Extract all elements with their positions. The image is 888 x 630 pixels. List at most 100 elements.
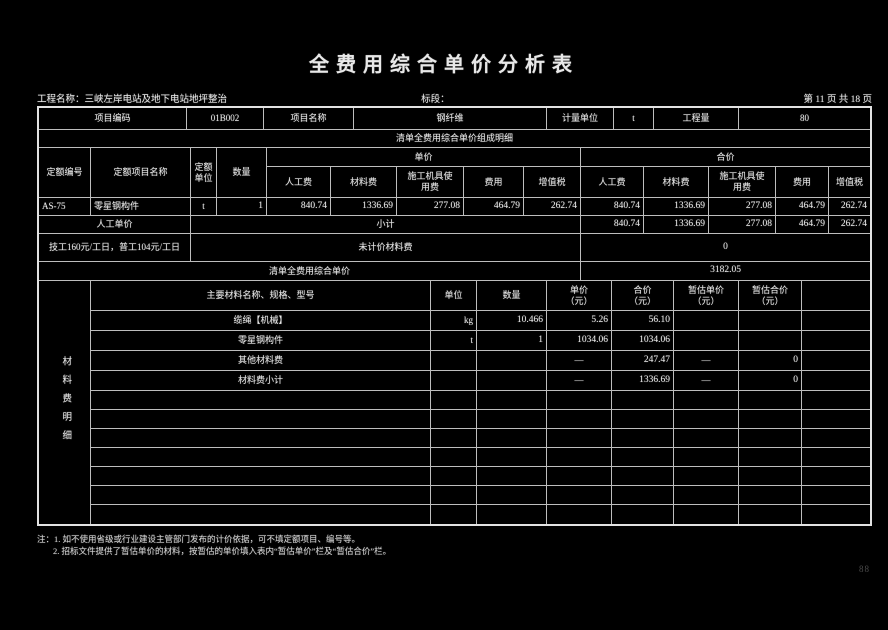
empty-material-row <box>91 486 870 505</box>
material-unit <box>431 351 477 370</box>
material-unit: t <box>431 331 477 350</box>
other-materials-row: 其他材料费 — 247.47 — 0 <box>91 351 870 371</box>
empty-cell <box>802 429 870 447</box>
labor-subtotal-row: 人工单价 小计 840.74 1336.69 277.08 464.79 262… <box>39 216 870 234</box>
item-name-label: 项目名称 <box>264 108 354 129</box>
material-total-price: 1336.69 <box>612 371 674 390</box>
material-name: 其他材料费 <box>91 351 431 370</box>
material-qty <box>477 371 547 390</box>
col-vat: 增值税 <box>538 176 566 187</box>
empty-cell <box>739 486 802 504</box>
material-row: 缆绳【机械】 kg 10.466 5.26 56.10 <box>91 311 870 331</box>
material-unit-price: — <box>547 351 612 370</box>
material-unit <box>431 371 477 390</box>
col-material-name: 主要材料名称、规格、型号 <box>91 281 431 310</box>
total-labor: 840.74 <box>581 198 644 215</box>
worker-rates-label: 技工160元/工日，普工104元/工日 <box>39 234 191 261</box>
analysis-table: 项目编码 01B002 项目名称 钢纤维 计量单位 t 工程量 80 清单全费用… <box>37 106 872 526</box>
empty-cell <box>547 429 612 447</box>
subtotal-expense: 464.79 <box>776 216 829 233</box>
unpriced-material-row: 技工160元/工日，普工104元/工日 未计价材料费 0 <box>39 234 870 262</box>
materials-subtotal-row: 材料费小计 — 1336.69 — 0 <box>91 371 870 391</box>
measure-unit-label: 计量单位 <box>547 108 614 129</box>
unit-price-group: 单价 人工费 材料费 施工机具使 用费 费用 增值税 <box>267 148 581 197</box>
total-price-subheaders: 人工费 材料费 施工机具使 用费 费用 增值税 <box>581 167 870 197</box>
quota-data-row: AS-75 零星钢构件 t 1 840.74 1336.69 277.08 46… <box>39 198 870 216</box>
material-est-total-price <box>739 331 802 350</box>
footnote-line: 2. 招标文件提供了暂估单价的材料，按暂估的单价填入表内“暂估单价”栏及“暂估合… <box>53 546 392 557</box>
project-name: 工程名称：三峡左岸电站及地下电站地坪整治 <box>37 95 228 105</box>
material-total-price: 1034.06 <box>612 331 674 350</box>
footnote-line: 注：1. 如不使用省级或行业建设主管部门发布的计价依据，可不填定额项目、编号等。 <box>37 534 361 544</box>
col-machinery-fee: 施工机具使 用费 <box>709 167 776 197</box>
empty-cell <box>802 371 870 390</box>
quota-name: 零星钢构件 <box>91 198 191 215</box>
item-name-value: 钢纤维 <box>354 108 547 129</box>
empty-cell <box>547 486 612 504</box>
col-labor-fee: 人工费 <box>581 167 644 197</box>
materials-header-row: 主要材料名称、规格、型号 单位 数量 单价 （元） 合价 （元） 暂估单价 （元… <box>91 281 870 311</box>
material-qty <box>477 351 547 370</box>
quota-unit: t <box>191 198 217 215</box>
empty-material-row <box>91 448 870 467</box>
empty-cell <box>612 486 674 504</box>
empty-cell <box>91 486 431 504</box>
total-vat: 262.74 <box>840 200 867 211</box>
empty-cell <box>91 505 431 524</box>
empty-cell <box>477 429 547 447</box>
col-labor-fee: 人工费 <box>267 167 331 197</box>
unit-vat: 262.74 <box>524 198 581 215</box>
empty-cell <box>802 351 870 370</box>
empty-cell <box>91 410 431 428</box>
empty-cell <box>802 505 870 524</box>
materials-section: 材料费明细 主要材料名称、规格、型号 单位 数量 单价 （元） 合价 （元） 暂… <box>39 281 870 524</box>
detail-banner-row: 清单全费用综合单价组成明细 <box>39 130 870 148</box>
unit-machinery: 277.08 <box>397 198 464 215</box>
meta-row: 工程名称：三峡左岸电站及地下电站地坪整治 标段： 第 11 页 共 18 页 <box>37 91 872 105</box>
col-qty: 数量 <box>217 148 267 197</box>
detail-banner: 清单全费用综合单价组成明细 <box>395 133 513 144</box>
unit-labor: 840.74 <box>267 198 331 215</box>
empty-cell <box>802 448 870 466</box>
empty-cell <box>547 391 612 409</box>
col-material-unit-price: 单价 （元） <box>547 281 612 310</box>
summary-label: 清单全费用综合单价 <box>39 262 581 280</box>
col-expense: 费用 <box>776 167 829 197</box>
col-expense: 费用 <box>464 167 524 197</box>
total-price-group: 合价 人工费 材料费 施工机具使 用费 费用 增值税 <box>581 148 870 197</box>
empty-cell <box>739 391 802 409</box>
col-material-unit: 单位 <box>431 281 477 310</box>
material-name: 材料费小计 <box>91 371 431 390</box>
material-unit-price: 1034.06 <box>547 331 612 350</box>
col-material-est-total-price: 暂估合价 （元） <box>739 281 802 310</box>
empty-cell <box>612 429 674 447</box>
empty-cell <box>431 391 477 409</box>
material-est-total-price <box>739 311 802 330</box>
empty-material-row <box>91 410 870 429</box>
unit-price-group-label: 单价 <box>267 148 580 167</box>
col-quota-no: 定额编号 <box>39 148 91 197</box>
unit-material: 1336.69 <box>331 198 397 215</box>
empty-cell <box>477 410 547 428</box>
empty-cell <box>739 410 802 428</box>
empty-material-row <box>91 429 870 448</box>
col-material-fee: 材料费 <box>644 167 709 197</box>
unit-price-subheaders: 人工费 材料费 施工机具使 用费 费用 增值税 <box>267 167 580 197</box>
page-indicator: 第 11 页 共 18 页 <box>803 95 872 105</box>
quantity-label: 工程量 <box>654 108 739 129</box>
empty-cell <box>802 331 870 350</box>
corner-mark: 88 <box>859 564 870 574</box>
footnotes: 注：1. 如不使用省级或行业建设主管部门发布的计价依据，可不填定额项目、编号等。… <box>37 533 872 558</box>
material-name: 缆绳【机械】 <box>91 311 431 330</box>
empty-cell <box>739 429 802 447</box>
page-title: 全费用综合单价分析表 <box>309 54 579 76</box>
quota-header-row: 定额编号 定额项目名称 定额 单位 数量 单价 人工费 材料费 施工机具使 用费… <box>39 148 870 198</box>
subtotal-label: 小计 <box>191 216 581 233</box>
material-est-unit-price <box>674 331 739 350</box>
empty-cell <box>91 391 431 409</box>
summary-value: 3182.05 <box>710 265 741 276</box>
unit-expense: 464.79 <box>464 198 524 215</box>
empty-cell <box>477 391 547 409</box>
labor-price-label: 人工单价 <box>39 216 191 233</box>
empty-cell <box>674 486 739 504</box>
